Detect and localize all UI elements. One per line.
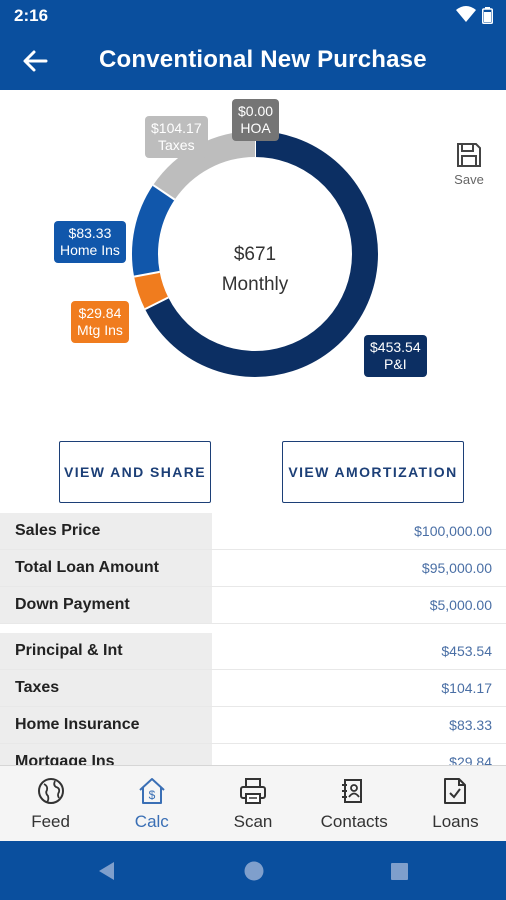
payment-chart-area: $104.17 Taxes $0.00 HOA $83.33 Home Ins $29… (0, 90, 506, 430)
row-value: $5,000.00 (429, 597, 492, 613)
row-label: Down Payment (0, 587, 212, 623)
save-label: Save (454, 172, 484, 187)
row-value: $100,000.00 (414, 523, 492, 539)
monthly-total: $671 (233, 244, 277, 265)
nav-item-feed[interactable]: Feed (0, 766, 101, 841)
slice-label-taxes: $104.17 Taxes (145, 116, 208, 158)
nav-label: Feed (31, 812, 70, 831)
view-and-share-button[interactable]: VIEW AND SHARE (59, 441, 211, 503)
table-row: Principal & Int $453.54 (0, 633, 506, 670)
table-row: Taxes $104.17 (0, 670, 506, 707)
nav-label: Calc (134, 812, 169, 831)
row-value: $95,000.00 (421, 560, 492, 576)
system-navigation-bar (0, 841, 506, 900)
page-title: Conventional New Purchase (99, 46, 427, 73)
contacts-icon (342, 779, 363, 803)
nav-label: Contacts (320, 812, 388, 831)
donut-slice-separator (133, 270, 160, 278)
nav-item-loans[interactable]: Loans (405, 766, 506, 841)
row-value: $453.54 (441, 643, 492, 659)
view-amortization-button[interactable]: VIEW AMORTIZATION (282, 441, 464, 503)
nav-item-contacts[interactable]: Contacts (304, 766, 405, 841)
nav-item-calc[interactable]: $ Calc (101, 766, 202, 841)
row-value: $104.17 (441, 680, 492, 696)
printer-icon (240, 778, 266, 804)
system-back-icon[interactable] (96, 860, 116, 882)
table-row: Sales Price $100,000.00 (0, 513, 506, 550)
system-home-icon[interactable] (243, 860, 265, 882)
status-bar: 2:16 (0, 0, 506, 32)
row-label: Principal & Int (0, 633, 212, 669)
back-arrow-icon[interactable] (20, 46, 50, 76)
row-label: Sales Price (0, 513, 212, 549)
house-dollar-icon: $ (139, 778, 165, 804)
wifi-icon (456, 6, 476, 22)
row-label: Total Loan Amount (0, 550, 212, 586)
system-recents-icon[interactable] (390, 862, 410, 882)
status-time: 2:16 (14, 6, 49, 25)
svg-text:$: $ (148, 788, 155, 802)
loan-summary-table: Sales Price $100,000.00 Total Loan Amoun… (0, 513, 506, 624)
slice-label-pi: $453.54 P&I (364, 335, 427, 377)
donut-slice-mtg-ins (134, 271, 169, 310)
table-row: Total Loan Amount $95,000.00 (0, 550, 506, 587)
donut-slice-separator (152, 184, 176, 201)
save-button[interactable]: Save (448, 142, 490, 187)
donut-slice-separator (144, 296, 169, 311)
battery-icon (482, 7, 493, 24)
row-label: Taxes (0, 670, 212, 706)
table-row: Home Insurance $83.33 (0, 707, 506, 744)
table-row: Down Payment $5,000.00 (0, 587, 506, 624)
payment-breakdown-table: Principal & Int $453.54 Taxes $104.17 Ho… (0, 633, 506, 781)
slice-label-home-ins: $83.33 Home Ins (54, 221, 126, 263)
slice-label-mtg-ins: $29.84 Mtg Ins (71, 301, 129, 343)
bottom-navigation: Feed $ Calc Scan Contacts (0, 765, 506, 841)
nav-label: Scan (233, 812, 273, 831)
slice-label-hoa: $0.00 HOA (232, 99, 280, 141)
donut-slice-p-i (145, 131, 378, 377)
app-bar: Conventional New Purchase (0, 32, 506, 90)
document-check-icon (444, 778, 467, 804)
donut-slice-home-ins (132, 185, 175, 277)
nav-label: Loans (432, 812, 479, 831)
payment-donut-chart (132, 131, 378, 377)
save-icon (457, 143, 481, 167)
nav-item-scan[interactable]: Scan (202, 766, 303, 841)
row-label: Home Insurance (0, 707, 212, 743)
monthly-label: Monthly (221, 274, 289, 295)
row-value: $83.33 (449, 717, 492, 733)
globe-icon (37, 778, 64, 804)
